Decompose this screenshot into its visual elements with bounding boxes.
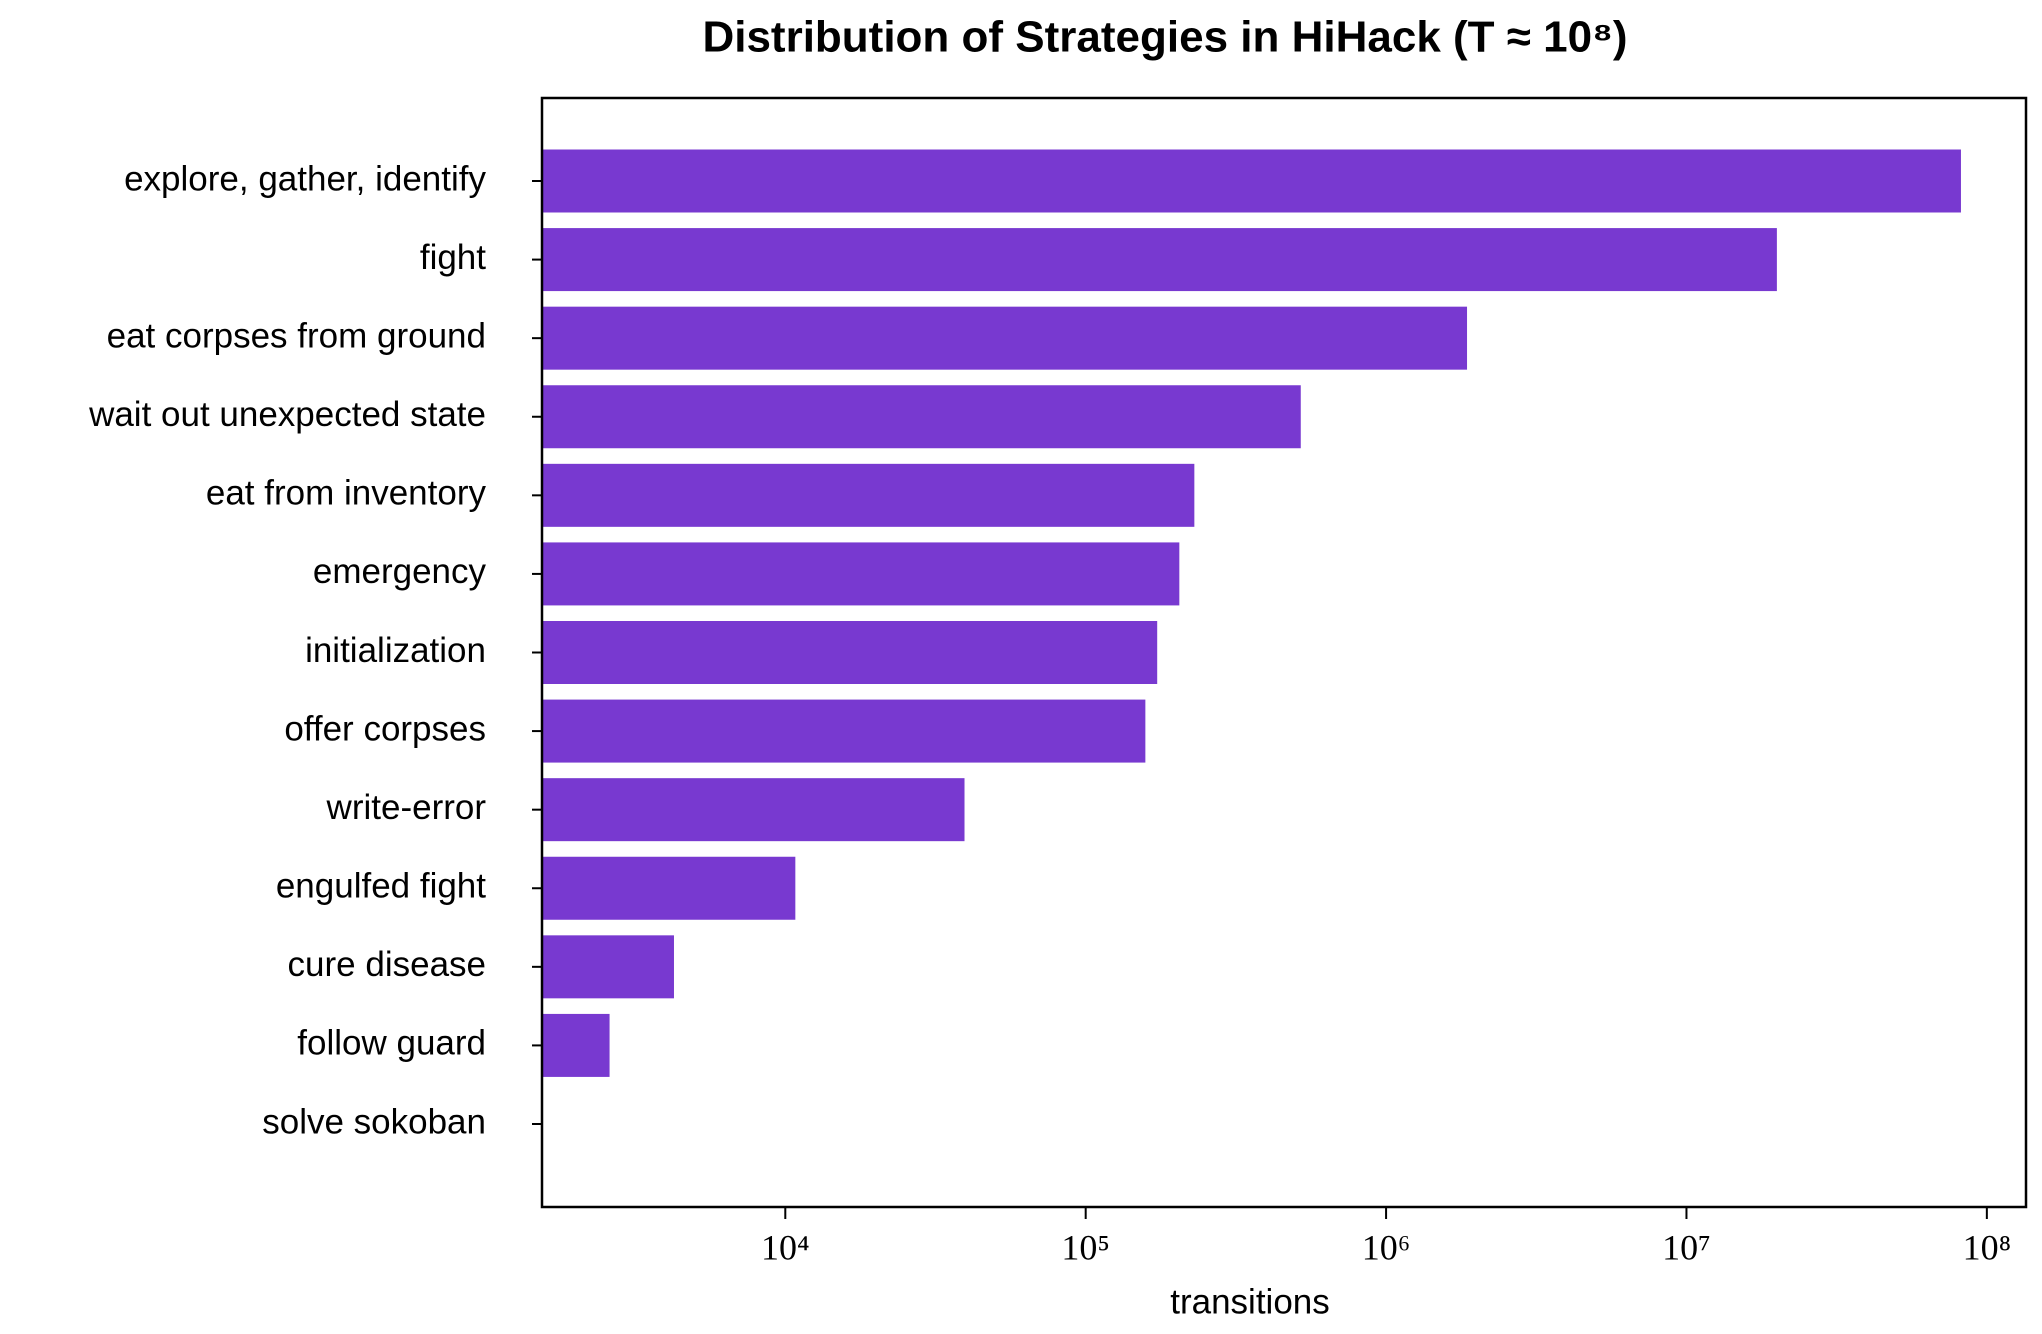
bar xyxy=(542,699,1146,763)
bar xyxy=(542,149,1961,213)
y-tick-label: cure disease xyxy=(288,945,486,984)
bar xyxy=(542,385,1301,449)
x-tick-label: 10⁶ xyxy=(1362,1227,1411,1267)
x-axis-label: transitions xyxy=(1170,1282,1330,1321)
y-tick-label: write-error xyxy=(326,788,487,827)
y-tick-label: engulfed fight xyxy=(276,867,486,906)
x-tick-label: 10⁵ xyxy=(1061,1227,1110,1267)
y-tick-label: follow guard xyxy=(297,1024,486,1063)
bar xyxy=(542,621,1158,684)
y-tick-label: wait out unexpected state xyxy=(88,395,486,434)
y-tick-label: emergency xyxy=(313,552,487,591)
y-tick-label: fight xyxy=(420,238,486,277)
bar xyxy=(542,778,965,842)
bar xyxy=(542,1013,610,1077)
y-tick-label: solve sokoban xyxy=(262,1102,486,1141)
y-tick-label: initialization xyxy=(305,631,486,670)
chart-title: Distribution of Strategies in HiHack (T … xyxy=(702,13,1627,62)
bar xyxy=(542,542,1180,606)
bar xyxy=(542,856,796,920)
bar xyxy=(542,935,674,999)
bar xyxy=(542,306,1468,370)
bar xyxy=(542,463,1195,527)
bar xyxy=(542,228,1777,292)
x-tick-label: 10⁷ xyxy=(1662,1227,1711,1267)
y-tick-label: eat from inventory xyxy=(206,474,487,513)
y-tick-label: offer corpses xyxy=(284,709,486,748)
y-tick-label: explore, gather, identify xyxy=(124,159,486,198)
x-tick-label: 10⁴ xyxy=(761,1227,810,1267)
x-tick-label: 10⁸ xyxy=(1963,1227,2012,1267)
plot-frame xyxy=(540,96,2028,1209)
y-tick-label: eat corpses from ground xyxy=(107,316,486,355)
